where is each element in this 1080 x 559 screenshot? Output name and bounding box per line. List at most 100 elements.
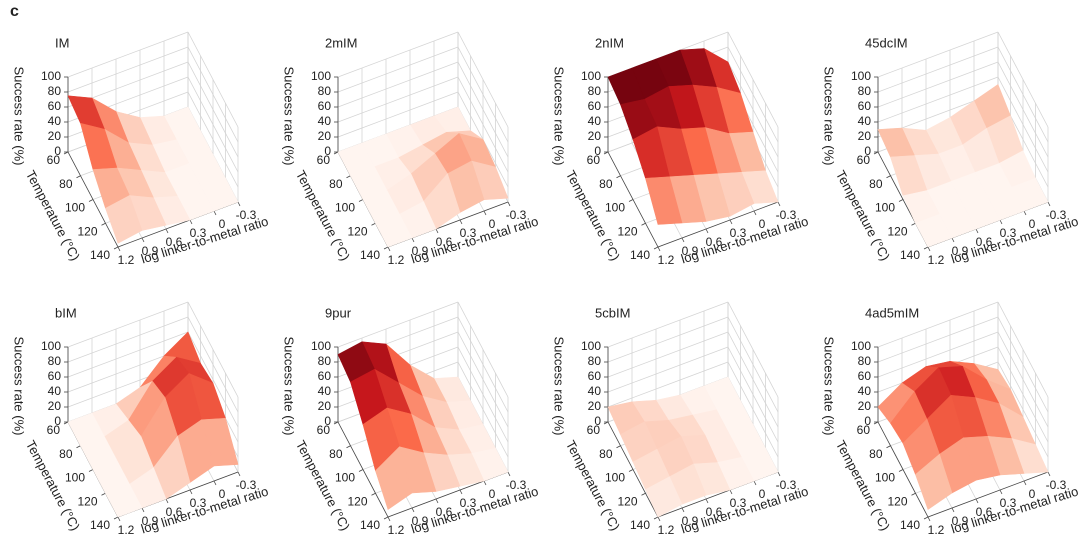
x-tick [999,489,1003,495]
x-tick-label: 1.2 [658,253,675,267]
y-tick [88,469,94,472]
grid-line [337,301,459,348]
grid-line [607,361,729,408]
x-tick [483,480,487,486]
z-tick-label: 80 [588,84,602,98]
z-tick-label: 0 [864,414,871,428]
y-tick [76,445,81,449]
y-tick-label: 60 [857,423,871,437]
y-tick-label: 140 [630,248,650,262]
x-tick-label: 0.3 [730,496,747,510]
z-tick-label: 60 [48,99,62,113]
y-tick [886,445,891,449]
surface-patch [915,213,953,248]
y-tick [358,199,364,202]
x-tick [507,201,511,207]
x-tick-label: -0.3 [776,478,797,492]
y-tick [616,175,621,179]
z-tick-label: 20 [318,399,332,413]
grid-line [337,91,459,138]
y-tick [641,222,646,226]
grid-line [67,46,189,93]
y-tick-label: 120 [347,494,367,508]
y-tick-label: 140 [360,518,380,532]
z-tick-label: 0 [594,144,601,158]
y-tick-label: 60 [587,423,601,437]
grid-line [877,331,999,378]
y-tick-label: 120 [347,224,367,238]
y-tick-label: 120 [887,224,907,238]
z-tick-label: 20 [318,129,332,143]
y-tick-label: 100 [875,201,895,215]
y-tick-label: 140 [900,518,920,532]
y-tick-label: 140 [90,518,110,532]
panel-label: c [10,3,19,20]
x-tick [189,489,193,495]
y-axis-label: Temperature (°C) [563,168,623,263]
z-axis-label: Success rate (%) [822,337,837,436]
chart-title: 45dcIM [865,35,908,50]
x-tick-label: 0.9 [412,244,429,258]
grid-line [607,301,729,348]
z-tick-label: 80 [48,354,62,368]
y-tick-label: 60 [47,423,61,437]
y-axis-label: Temperature (°C) [293,168,353,263]
grid-line [877,31,999,78]
y-tick [616,445,621,449]
grid-line [877,76,999,123]
z-tick-label: 100 [851,69,871,83]
x-tick-label: 1.2 [928,523,945,537]
z-axis-label: Success rate (%) [12,337,27,436]
y-tick [628,199,634,202]
y-tick-label: 140 [360,248,380,262]
y-tick [63,421,69,425]
z-tick-label: 80 [858,354,872,368]
x-tick-label: 0.3 [190,226,207,240]
x-tick-label: 0.3 [460,496,477,510]
x-tick [927,516,931,522]
z-tick-label: 80 [858,84,872,98]
x-tick-label: -0.3 [236,208,257,222]
x-tick-label: 0.9 [682,244,699,258]
z-tick-label: 20 [858,129,872,143]
z-tick-label: 40 [858,114,872,128]
y-tick-label: 60 [317,153,331,167]
z-tick-label: 60 [858,99,872,113]
surface-patch [105,483,143,518]
y-tick [873,421,879,425]
y-tick [923,516,929,520]
x-tick [483,210,487,216]
y-tick-label: 140 [900,248,920,262]
x-tick-label: 0 [1029,487,1036,501]
y-axis-label: Temperature (°C) [293,438,353,533]
x-tick-label: 1.2 [118,253,135,267]
x-tick [705,498,709,504]
z-tick-label: 20 [48,129,62,143]
z-tick-label: 100 [581,339,601,353]
x-tick [117,516,121,522]
x-tick-label: 0.6 [976,505,993,519]
z-tick-label: 100 [41,339,61,353]
x-tick [237,201,241,207]
grid-line [877,46,999,93]
z-tick-label: 40 [588,384,602,398]
y-tick [333,421,339,425]
y-tick-label: 80 [329,447,343,461]
z-tick-label: 0 [864,144,871,158]
y-tick-label: 100 [65,471,85,485]
chart-title: 2nIM [595,35,624,50]
z-tick-label: 20 [48,399,62,413]
x-tick [141,237,145,243]
x-tick [411,507,415,513]
chart-title: 4ad5mIM [865,305,919,320]
z-tick-label: 20 [588,129,602,143]
x-tick-label: 0.6 [706,235,723,249]
x-tick [753,210,757,216]
z-axis-label: Success rate (%) [822,67,837,166]
x-tick [213,210,217,216]
grid-line [607,316,729,363]
surface-patch [105,195,143,244]
y-tick [371,492,376,496]
